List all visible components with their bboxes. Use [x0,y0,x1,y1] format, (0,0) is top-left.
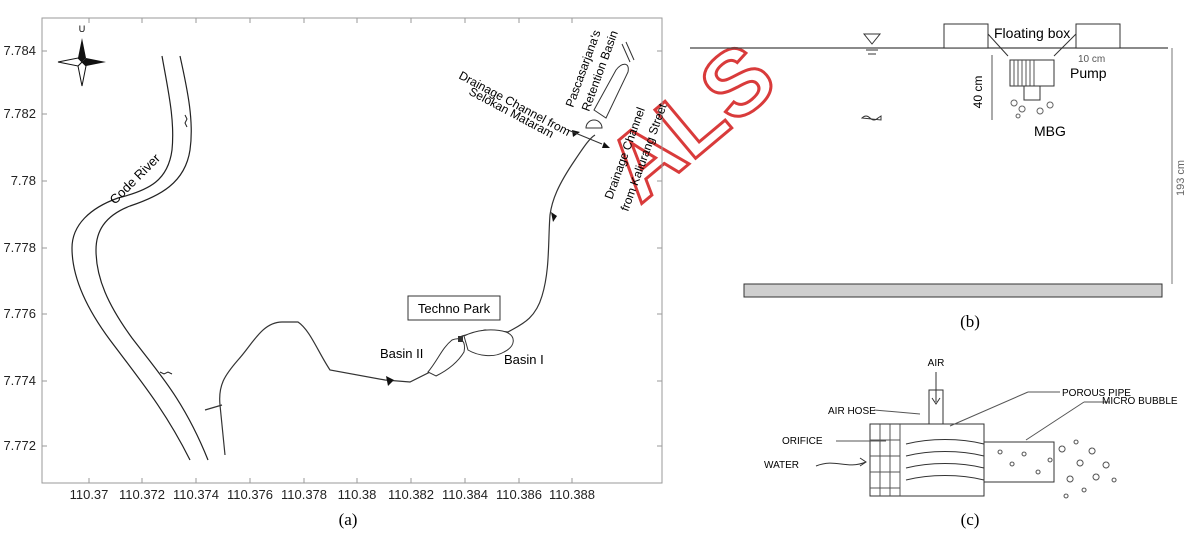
basin-2-shape [427,338,465,377]
panel-a-map: 7.784 7.782 7.78 7.778 7.776 7.774 7.772… [3,17,670,529]
pump-label: Pump [1070,65,1107,81]
flow-arrow-icon [386,376,394,386]
dim-40-label: 40 cm [971,76,985,109]
water-arrow-icon [815,457,867,467]
north-label: U [79,24,86,34]
floating-box-right [1075,23,1121,49]
code-river-flow-icon [159,114,188,375]
mbg-label: MBG [1034,123,1066,139]
y-tick-label: 7.772 [3,438,36,453]
x-tick-label: 110.382 [388,487,434,502]
outlet-pipe [983,441,1055,483]
orifice-label: ORIFICE [782,436,823,447]
basin-2-label: Basin II [380,346,423,361]
retention-inlet [621,41,635,63]
panel-c-mbg: AIR AIR HOSE POROUS PIPE ORIFICE MICRO B… [764,358,1178,529]
air-arrow-icon [931,372,941,405]
floating-box-pointer [987,33,1077,57]
tank-bottom [743,283,1163,298]
code-river-west-bank [71,55,191,461]
basin-1-shape [463,329,514,357]
mbg-bubbles-icon [1010,99,1054,119]
floating-box-label: Floating box [994,25,1070,41]
x-axis: 110.37 110.372 110.374 110.376 110.378 1… [70,18,595,502]
panel-b-caption: (b) [960,312,980,331]
flow-arrow-icon [551,212,557,222]
mbg-body [869,423,985,497]
pump-body [1009,59,1055,87]
panel-c-caption: (c) [961,510,980,529]
porous-pipe-label: POROUS PIPE [1062,388,1131,399]
micro-bubble-field [997,439,1117,499]
water-level-icon [862,33,882,55]
y-tick-label: 7.776 [3,306,36,321]
porous-pipes [905,439,985,481]
micro-bubble-label: MICRO BUBBLE [1102,396,1178,407]
air-label: AIR [928,358,945,369]
dim-10-label: 10 cm [1078,54,1105,65]
y-tick-label: 7.778 [3,240,36,255]
y-tick-label: 7.784 [3,43,36,58]
pump-fins [1013,60,1035,86]
y-tick-label: 7.78 [11,173,36,188]
flow-arrow-icon [602,142,610,148]
basin-1-label: Basin I [504,352,544,367]
x-tick-label: 110.378 [281,487,327,502]
x-tick-label: 110.38 [338,487,377,502]
map-frame [41,17,663,484]
y-axis: 7.784 7.782 7.78 7.778 7.776 7.774 7.772 [3,43,662,453]
basin-connector [458,336,463,342]
y-tick-label: 7.782 [3,106,36,121]
code-river-east-bank [95,55,209,461]
x-tick-label: 110.372 [119,487,165,502]
retention-basin-shape [593,63,629,119]
y-tick-label: 7.774 [3,373,36,388]
panel-b-setup: Floating box 10 cm Pump 40 cm MBG 193 cm… [690,23,1187,331]
x-tick-label: 110.376 [227,487,273,502]
techno-park-box [407,295,501,321]
fish-icon [860,115,882,121]
callout-lines [836,391,1110,442]
pump-base [1023,85,1041,101]
panel-a-caption: (a) [339,510,358,529]
drainage-channel-upper [204,404,223,411]
x-tick-label: 110.384 [442,487,488,502]
water-label: WATER [764,460,799,471]
code-river-label: Code River [107,150,164,207]
x-tick-label: 110.386 [496,487,542,502]
selokan-line [567,129,603,145]
techno-park-label: Techno Park [418,301,491,316]
floating-box-left [943,23,989,49]
air-hose-label: AIR HOSE [828,406,876,417]
x-tick-label: 110.374 [173,487,219,502]
retention-outlet [585,119,603,129]
x-tick-label: 110.37 [70,487,109,502]
dim-193-label: 193 cm [1175,160,1187,196]
x-tick-label: 110.388 [549,487,595,502]
mbg-grid [870,424,901,496]
north-arrow-icon: U [57,24,106,87]
drainage-channel [219,134,596,456]
